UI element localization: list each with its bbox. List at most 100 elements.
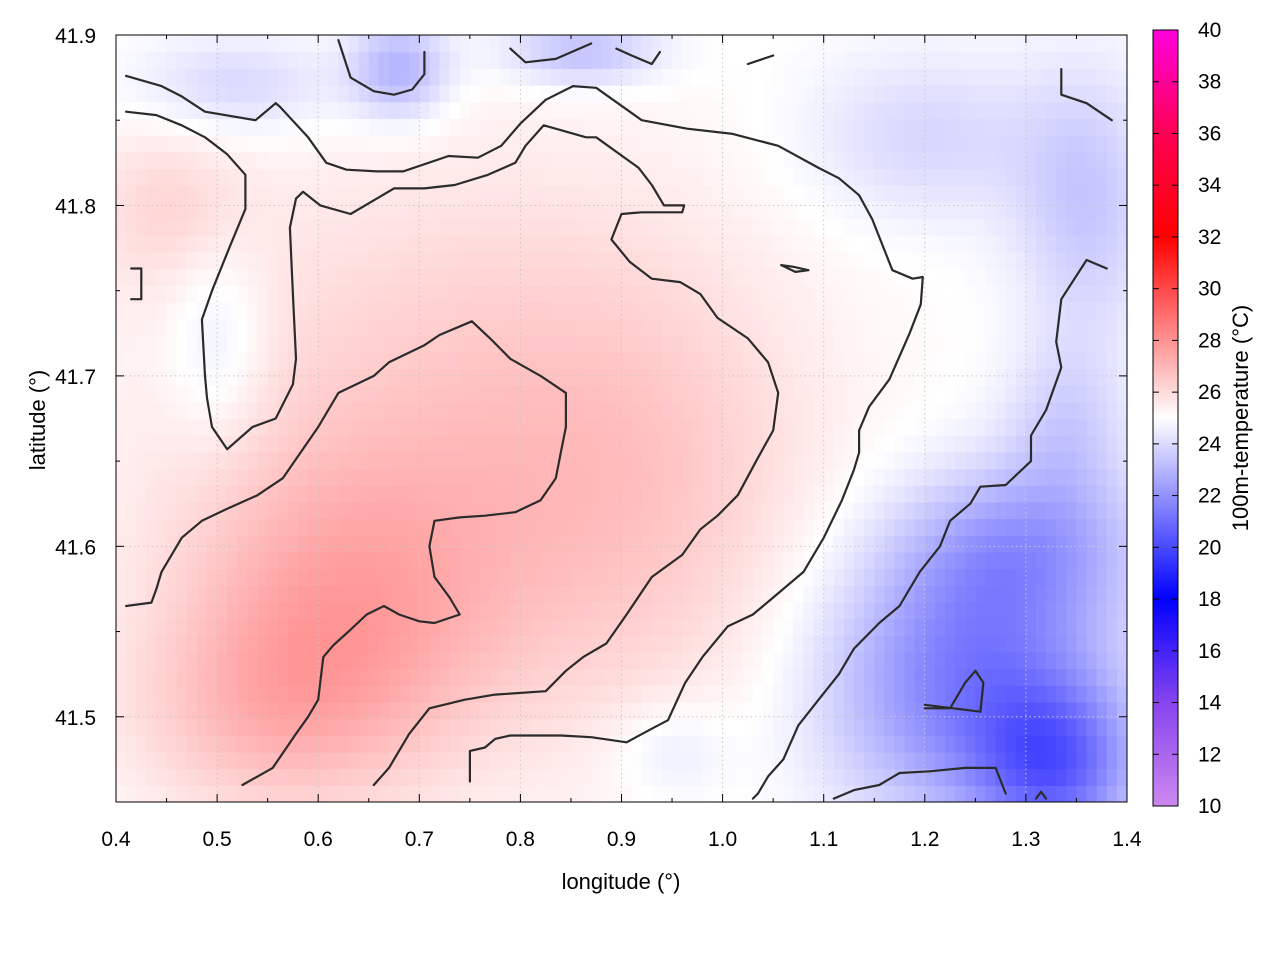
- heatmap-cell: [338, 301, 350, 320]
- heatmap-cell: [854, 385, 865, 403]
- heatmap-cell: [722, 218, 734, 236]
- heatmap-cell: [267, 651, 279, 670]
- heatmap-cell: [641, 268, 653, 286]
- heatmap-cell: [803, 768, 815, 786]
- heatmap-cell: [823, 301, 835, 320]
- heatmap-cell: [773, 435, 784, 453]
- heatmap-cell: [661, 85, 673, 103]
- heatmap-cell: [783, 568, 794, 586]
- heatmap-cell: [641, 151, 653, 169]
- heatmap-cell: [641, 635, 653, 653]
- heatmap-cell: [904, 785, 916, 802]
- heatmap-cell: [530, 735, 542, 753]
- heatmap-cell: [409, 568, 420, 586]
- heatmap-cell: [742, 435, 754, 453]
- heatmap-cell: [449, 201, 461, 220]
- heatmap-cell: [520, 651, 532, 670]
- heatmap-cell: [904, 318, 916, 336]
- heatmap-cell: [338, 285, 350, 303]
- heatmap-cell: [126, 285, 137, 303]
- heatmap-cell: [247, 551, 259, 570]
- heatmap-cell: [338, 785, 350, 802]
- heatmap-cell: [591, 301, 602, 320]
- heatmap-cell: [661, 751, 673, 770]
- heatmap-cell: [864, 768, 875, 786]
- heatmap-cell: [1056, 235, 1067, 253]
- heatmap-cell: [287, 501, 299, 520]
- heatmap-cell: [247, 735, 259, 753]
- heatmap-cell: [995, 535, 1007, 553]
- heatmap-cell: [874, 768, 885, 786]
- heatmap-cell: [955, 101, 966, 119]
- heatmap-cell: [661, 335, 673, 353]
- heatmap-cell: [328, 85, 340, 103]
- heatmap-cell: [692, 768, 703, 786]
- heatmap-cell: [1005, 751, 1017, 770]
- colorbar-tick-label: 32: [1198, 226, 1221, 249]
- heatmap-cell: [803, 751, 815, 770]
- heatmap-cell: [378, 218, 390, 236]
- heatmap-cell: [823, 101, 835, 119]
- heatmap-cell: [1076, 718, 1088, 736]
- heatmap-cell: [621, 218, 633, 236]
- heatmap-cell: [166, 418, 178, 436]
- heatmap-cell: [894, 751, 906, 770]
- heatmap-cell: [136, 218, 147, 236]
- heatmap-cell: [843, 85, 855, 103]
- heatmap-cell: [419, 718, 431, 736]
- heatmap-cell: [965, 101, 976, 119]
- heatmap-cell: [1056, 218, 1067, 236]
- heatmap-cell: [1106, 68, 1118, 86]
- heatmap-cell: [752, 251, 764, 270]
- heatmap-cell: [682, 601, 693, 620]
- heatmap-cell: [1036, 118, 1047, 136]
- heatmap-cell: [267, 201, 279, 220]
- heatmap-cell: [651, 451, 663, 470]
- heatmap-cell: [166, 251, 178, 270]
- heatmap-cell: [1106, 785, 1118, 802]
- heatmap-cell: [621, 551, 633, 570]
- heatmap-cell: [308, 618, 319, 636]
- heatmap-cell: [692, 568, 703, 586]
- heatmap-cell: [1046, 785, 1057, 802]
- heatmap-cell: [874, 68, 885, 86]
- heatmap-cell: [601, 785, 612, 802]
- heatmap-cell: [702, 68, 714, 86]
- heatmap-cell: [1096, 501, 1108, 520]
- heatmap-cell: [409, 485, 420, 503]
- heatmap-cell: [924, 551, 936, 570]
- heatmap-cell: [449, 535, 461, 553]
- heatmap-cell: [924, 435, 936, 453]
- heatmap-cell: [995, 401, 1007, 420]
- heatmap-cell: [1106, 668, 1118, 686]
- heatmap-cell: [823, 685, 835, 703]
- heatmap-cell: [601, 51, 612, 69]
- heatmap-cell: [722, 268, 734, 286]
- heatmap-cell: [803, 335, 815, 353]
- heatmap-cell: [287, 551, 299, 570]
- heatmap-cell: [823, 35, 835, 53]
- heatmap-cell: [146, 751, 158, 770]
- heatmap-cell: [1106, 185, 1118, 203]
- heatmap-cell: [601, 718, 612, 736]
- heatmap-cell: [975, 785, 987, 802]
- heatmap-cell: [550, 651, 562, 670]
- heatmap-cell: [146, 401, 158, 420]
- heatmap-cell: [591, 168, 602, 186]
- heatmap-cell: [136, 485, 147, 503]
- heatmap-cell: [217, 318, 228, 336]
- heatmap-cell: [591, 151, 602, 169]
- colorbar-label: 100m-temperature (°C): [1228, 305, 1253, 531]
- heatmap-cell: [479, 68, 491, 86]
- heatmap-cell: [732, 701, 744, 720]
- heatmap-cell: [449, 668, 461, 686]
- heatmap-cell: [196, 718, 208, 736]
- heatmap-cell: [469, 168, 481, 186]
- heatmap-cell: [581, 235, 592, 253]
- heatmap-cell: [833, 151, 845, 169]
- heatmap-cell: [206, 168, 218, 186]
- heatmap-cell: [884, 151, 896, 169]
- heatmap-cell: [277, 501, 289, 520]
- heatmap-cell: [682, 451, 693, 470]
- heatmap-cell: [439, 518, 451, 536]
